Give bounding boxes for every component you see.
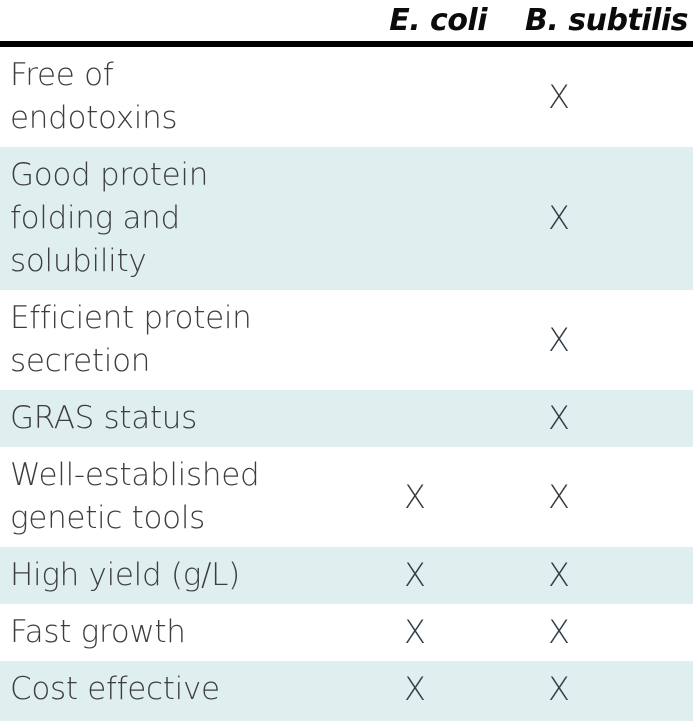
bsubtilis-mark-cell: X bbox=[548, 199, 570, 237]
bsubtilis-mark-cell: X bbox=[548, 320, 570, 359]
table-row: Well-established genetic tools X X bbox=[0, 447, 693, 547]
row-label: Good protein folding and solubility bbox=[10, 157, 209, 279]
table-header-row: E. coli B. subtilis bbox=[0, 0, 693, 47]
table-row: GRAS status X bbox=[0, 390, 693, 447]
column-header-ecoli: E. coli bbox=[389, 3, 487, 38]
table-row: Good protein folding and solubility X bbox=[0, 147, 693, 290]
row-label: Fast growth bbox=[10, 614, 186, 650]
table-row: Free of endotoxins X bbox=[0, 47, 693, 147]
row-label: Efficient protein secretion bbox=[10, 300, 252, 379]
table-row: Cost effective X X bbox=[0, 661, 693, 718]
row-label: GRAS status bbox=[10, 400, 197, 436]
ecoli-mark-cell: X bbox=[404, 670, 426, 708]
table-row: Efficient protein secretion X bbox=[0, 290, 693, 390]
bsubtilis-mark-cell: X bbox=[548, 613, 570, 651]
column-header-bsubtilis: B. subtilis bbox=[525, 3, 688, 38]
ecoli-mark-cell: X bbox=[404, 613, 426, 651]
bsubtilis-mark-cell: X bbox=[548, 556, 570, 594]
row-label: Well-established genetic tools bbox=[10, 457, 260, 536]
bsubtilis-mark-cell: X bbox=[548, 399, 570, 437]
table-row: Fast growth X X bbox=[0, 604, 693, 661]
bsubtilis-mark-cell: X bbox=[548, 670, 570, 708]
ecoli-mark-cell: X bbox=[404, 556, 426, 594]
next-row-sliver bbox=[0, 718, 693, 721]
ecoli-mark-cell: X bbox=[404, 477, 426, 516]
row-label: Cost effective bbox=[10, 671, 220, 707]
table-row: High yield (g/L) X X bbox=[0, 547, 693, 604]
bsubtilis-mark-cell: X bbox=[548, 477, 570, 516]
bsubtilis-mark-cell: X bbox=[548, 77, 570, 116]
row-label: Free of endotoxins bbox=[10, 57, 178, 136]
row-label: High yield (g/L) bbox=[10, 557, 240, 593]
